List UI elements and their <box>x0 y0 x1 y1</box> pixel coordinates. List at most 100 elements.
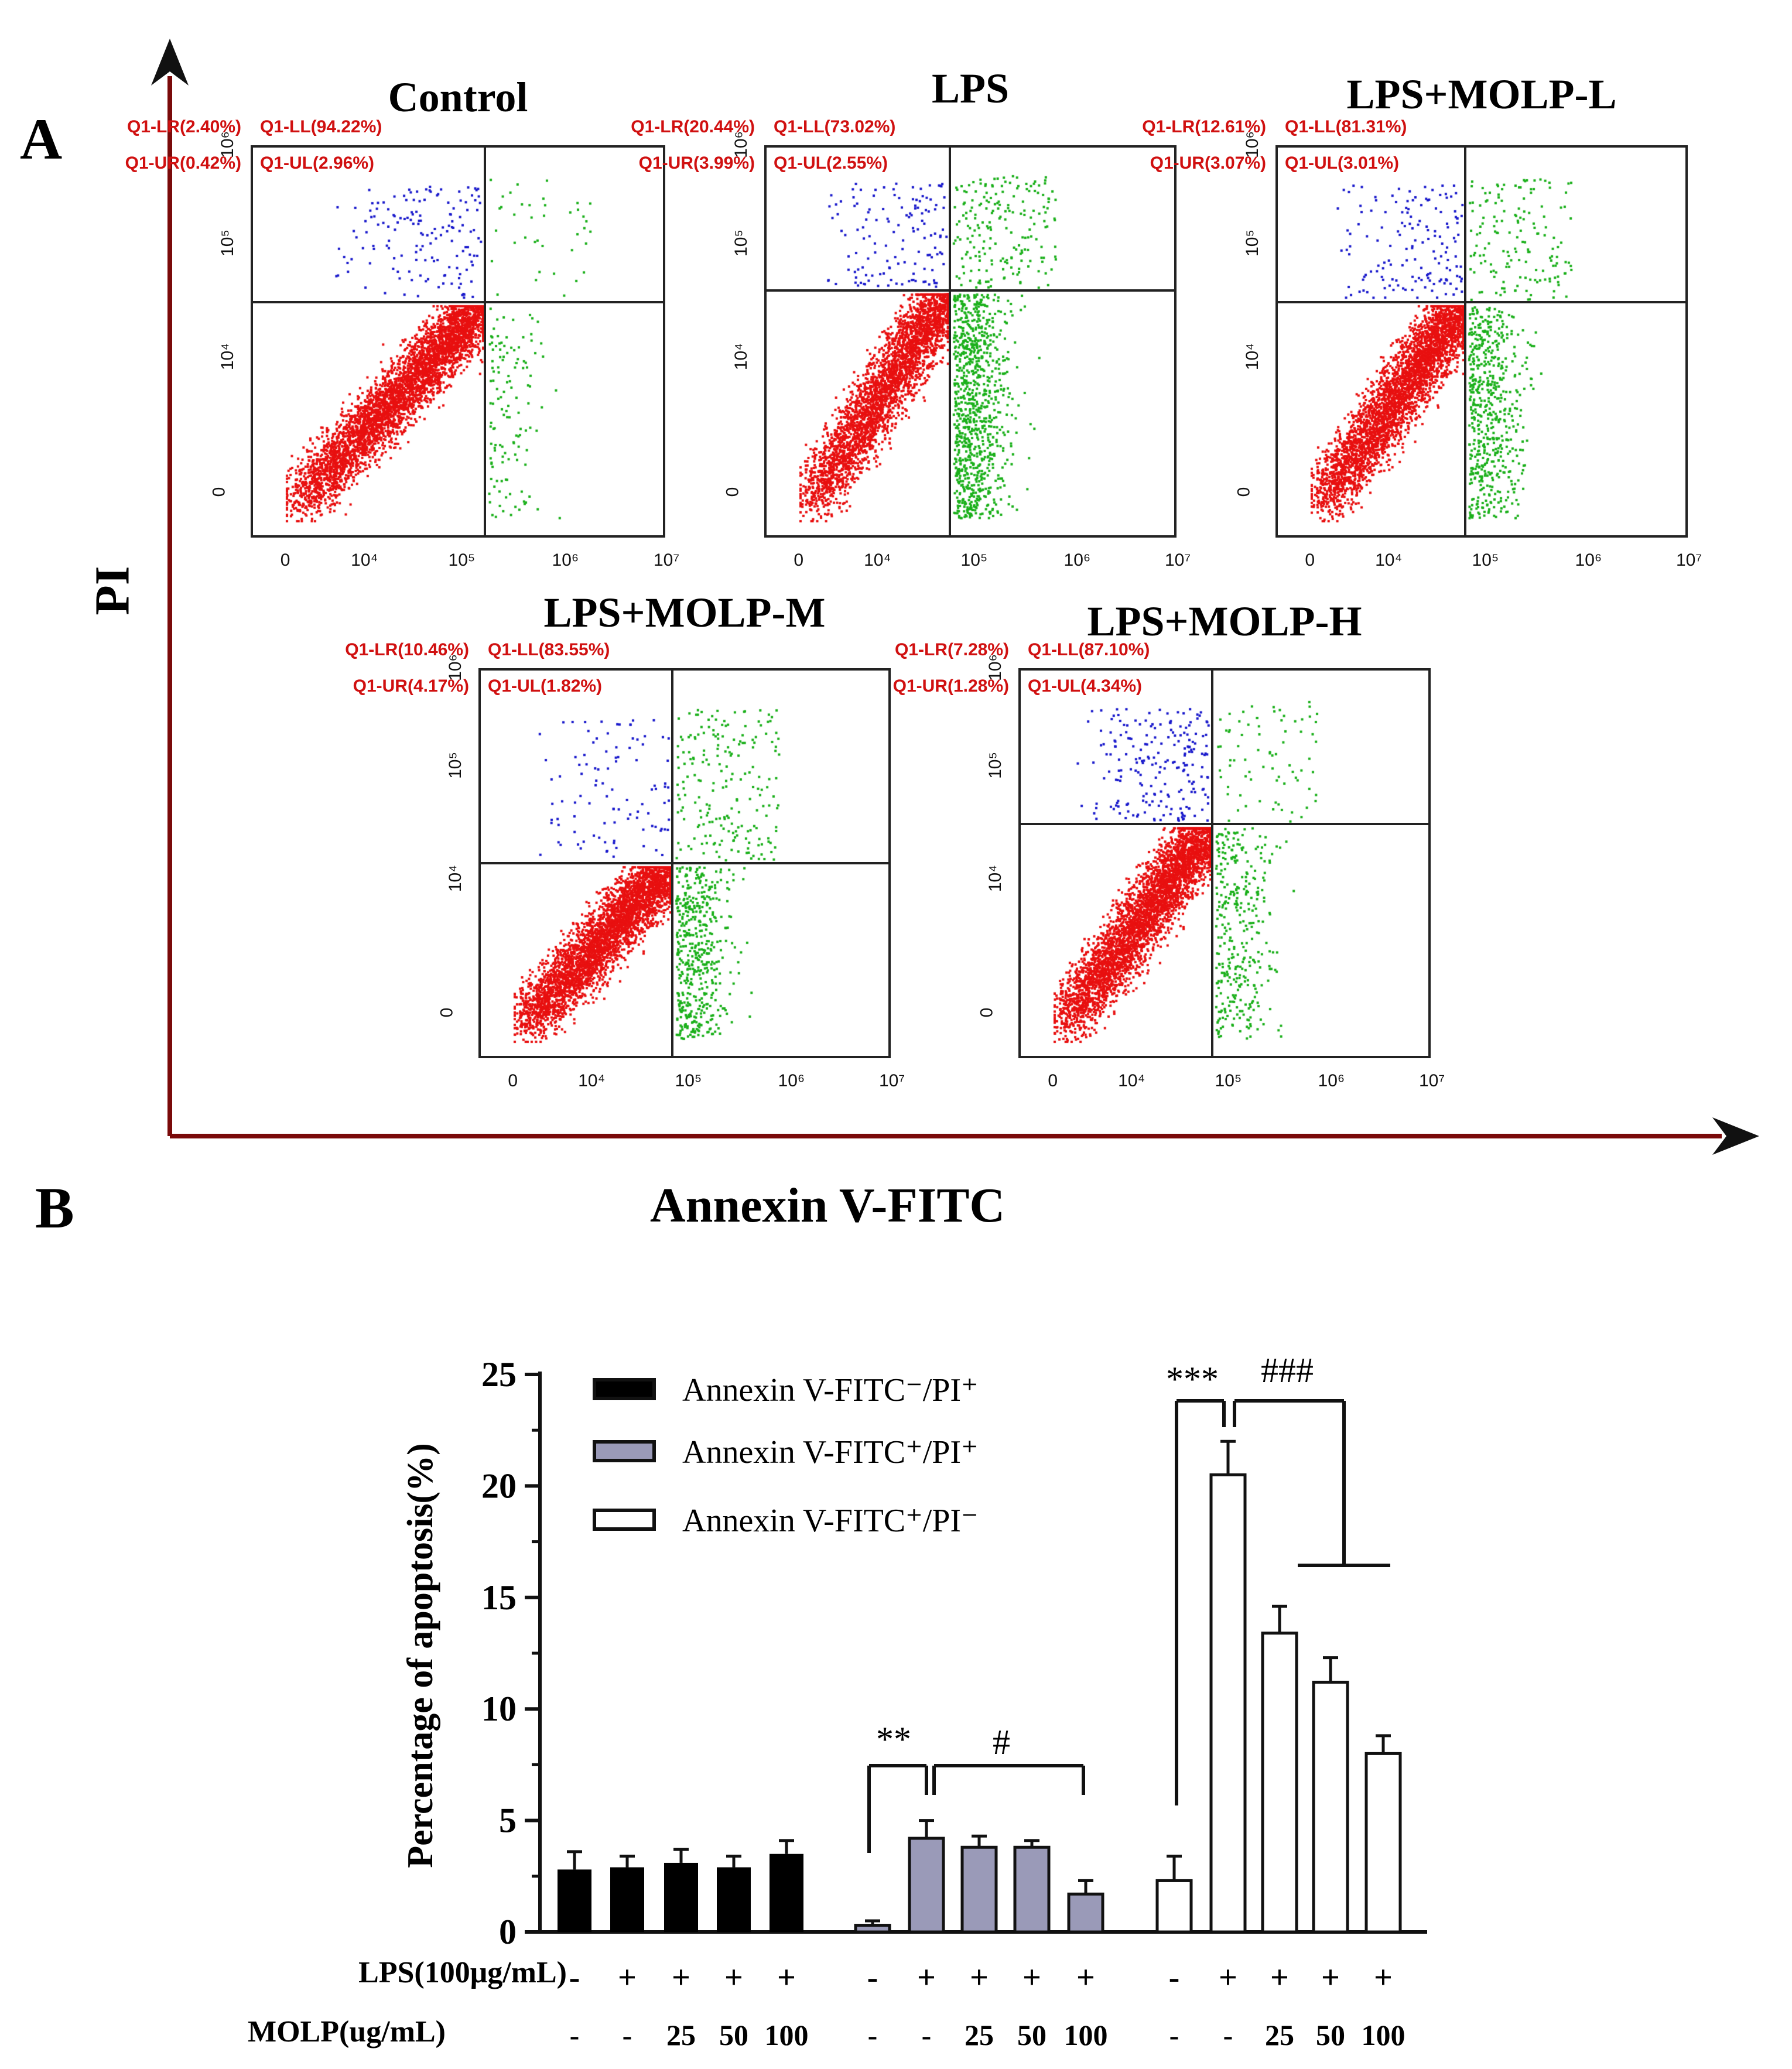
y-tick-label: 15 <box>481 1578 517 1617</box>
legend-label: Annexin V-FITC⁻/PI⁺ <box>682 1372 979 1408</box>
y-tick-label: 10 <box>481 1690 517 1728</box>
molp-row-value: - <box>623 2019 632 2051</box>
vertical-gate <box>948 145 951 538</box>
quadrant-ll-label: Q1-LL(73.02%) <box>774 117 896 136</box>
y-tick-label: 10⁶ <box>985 654 1005 681</box>
y-tick-label: 10⁵ <box>217 229 237 257</box>
lps-row-value: + <box>777 1959 796 1996</box>
bar <box>908 1837 945 1934</box>
quadrant-ur-label: Q1-UR(3.99%) <box>638 153 755 173</box>
x-tick-label: 10⁵ <box>675 1071 702 1090</box>
bar <box>770 1853 803 1932</box>
y-tick-label: 10⁴ <box>218 343 238 370</box>
y-tick-label: 10⁴ <box>731 343 751 370</box>
quadrant-ur-label: Q1-UR(4.17%) <box>353 676 469 696</box>
x-tick-label: 10⁵ <box>1215 1071 1242 1090</box>
horizontal-gate <box>478 862 891 864</box>
legend-swatch <box>593 1509 656 1531</box>
molp-row-value: 50 <box>1316 2019 1345 2051</box>
quadrant-ur-label: Q1-UR(0.42%) <box>125 153 241 173</box>
vertical-gate <box>1210 668 1213 1058</box>
panel-b-letter: B <box>35 1175 74 1240</box>
y-tick-label: 0 <box>977 1008 997 1018</box>
y-tick-label: 0 <box>209 487 229 497</box>
lps-row-value: + <box>1022 1959 1041 1996</box>
significance-hash: # <box>993 1723 1010 1762</box>
horizontal-gate <box>1018 823 1431 826</box>
x-tick-label: 10⁶ <box>1318 1071 1345 1090</box>
quadrant-ll-label: Q1-LL(81.31%) <box>1285 117 1407 136</box>
x-tick-label: 10⁵ <box>1472 550 1499 570</box>
x-tick-label: 10⁷ <box>1419 1071 1445 1090</box>
y-axis-label: Percentage of apoptosis(%) <box>401 1443 440 1868</box>
molp-row-value: 50 <box>719 2019 748 2051</box>
x-tick-label: 10⁶ <box>1063 550 1091 570</box>
x-tick-label: 10⁵ <box>960 550 988 570</box>
annexin-axis-label: Annexin V-FITC <box>650 1178 1006 1233</box>
significance-hash: ### <box>1261 1351 1314 1390</box>
x-tick-label: 0 <box>1305 550 1315 570</box>
molp-row-value: 50 <box>1017 2019 1047 2051</box>
bar <box>558 1869 591 1932</box>
bar <box>1155 1879 1193 1934</box>
y-tick-label: 10⁶ <box>217 131 237 158</box>
molp-row-value: 100 <box>1064 2019 1108 2051</box>
bar <box>1067 1892 1104 1934</box>
x-tick-label: 0 <box>794 550 804 570</box>
pi-axis-label: PI <box>85 566 140 615</box>
horizontal-gate <box>251 301 665 303</box>
horizontal-gate <box>764 289 1177 292</box>
molp-row-value: - <box>570 2019 580 2051</box>
lps-row-value: + <box>724 1959 743 1996</box>
scatter-dots <box>764 145 1177 538</box>
significance-stars: *** <box>1166 1360 1219 1398</box>
lps-row-value: + <box>970 1959 989 1996</box>
quadrant-ll-label: Q1-LL(83.55%) <box>488 640 610 659</box>
plot-frame <box>1275 145 1688 538</box>
y-tick-label: 10⁵ <box>1242 229 1262 257</box>
legend-label: Annexin V-FITC⁺/PI⁺ <box>682 1434 979 1470</box>
lps-row-value: + <box>1076 1959 1095 1996</box>
x-tick-label: 10⁴ <box>1118 1071 1145 1090</box>
molp-row-value: 25 <box>965 2019 994 2051</box>
molp-row-value: 100 <box>765 2019 809 2051</box>
lps-row-value: + <box>618 1959 637 1996</box>
lps-row-label: LPS(100μg/mL) <box>358 1956 567 1989</box>
apoptosis-bar-chart: 0 5 10 15 20 25 Percentage of apoptosis(%) - + + +… <box>248 1351 1427 2051</box>
molp-row-value: - <box>1223 2019 1233 2051</box>
bar <box>1013 1845 1051 1934</box>
y-tick-label: 0 <box>437 1008 457 1018</box>
quadrant-ul-label: Q1-UL(3.01%) <box>1285 153 1400 173</box>
x-tick-label: 10⁴ <box>578 1071 606 1090</box>
x-tick-label: 10⁷ <box>1165 550 1191 570</box>
flow-plot-title: LPS+MOLP-M <box>543 589 826 636</box>
y-tick-label: 10⁴ <box>446 864 466 892</box>
y-tick-label: 10⁵ <box>731 229 751 257</box>
bar <box>610 1867 644 1932</box>
x-tick-label: 10⁶ <box>1575 550 1602 570</box>
y-tick-label: 0 <box>1234 487 1254 497</box>
molp-row-value: 25 <box>1265 2019 1294 2051</box>
x-tick-label: 0 <box>508 1071 518 1090</box>
y-tick-label: 10⁶ <box>1242 131 1262 158</box>
quadrant-ur-label: Q1-UR(1.28%) <box>892 676 1009 696</box>
quadrant-lr-label: Q1-LR(7.28%) <box>894 640 1009 659</box>
bar <box>1209 1473 1247 1934</box>
flow-plot-title: LPS <box>931 65 1010 112</box>
vertical-gate <box>484 145 487 538</box>
lps-row-value: + <box>1219 1959 1237 1996</box>
x-tick-label: 10⁴ <box>1375 550 1403 570</box>
quadrant-ul-label: Q1-UL(2.55%) <box>774 153 888 173</box>
legend-swatch <box>593 1378 656 1400</box>
y-tick-label: 10⁴ <box>986 864 1006 892</box>
lps-row-value: + <box>672 1959 690 1996</box>
bar <box>854 1924 891 1934</box>
bar <box>1261 1632 1298 1934</box>
bar <box>1312 1681 1349 1934</box>
lps-row-value: - <box>867 1959 878 1996</box>
molp-row-value: 25 <box>666 2019 696 2051</box>
y-tick-label: 0 <box>499 1913 517 1951</box>
x-tick-label: 10⁷ <box>1676 550 1702 570</box>
y-tick-label: 10⁵ <box>985 751 1005 779</box>
lps-row-value: + <box>1270 1959 1289 1996</box>
